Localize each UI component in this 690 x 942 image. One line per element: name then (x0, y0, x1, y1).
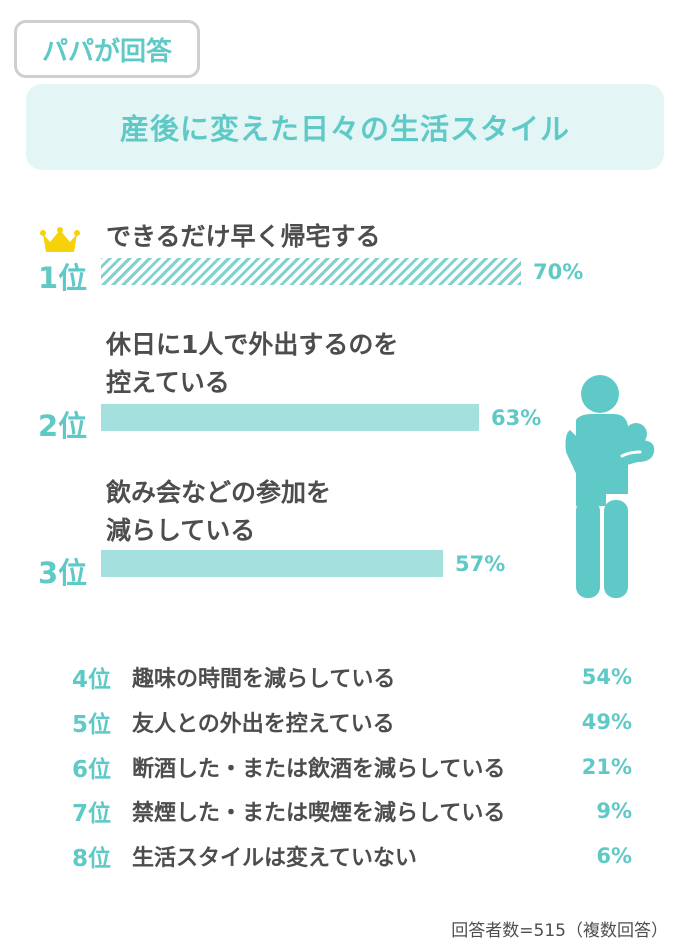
top2-label: 休日に1人で外出するのを 控えている (106, 326, 398, 402)
rank-row-rank: 4位 (72, 667, 112, 693)
rank-row: 8位 生活スタイルは変えていない 6% (72, 839, 632, 873)
title-banner: 産後に変えた日々の生活スタイル (26, 84, 664, 170)
top3-bar (101, 550, 443, 577)
top3-label-line-2: 減らしている (106, 516, 256, 545)
top2-value: 63% (491, 406, 542, 430)
rank-row: 7位 禁煙した・または喫煙を減らしている 9% (72, 794, 632, 828)
rank-row-rank: 5位 (72, 712, 112, 738)
top1-rank: 1位 (38, 261, 88, 295)
rank-row-label: 断酒した・または飲酒を減らしている (132, 757, 506, 782)
respondent-tag-label: パパが回答 (41, 36, 172, 67)
respondent-tag: パパが回答 (14, 20, 200, 78)
rank-row-value: 9% (596, 799, 632, 823)
rank-row-rank: 8位 (72, 846, 112, 872)
father-with-baby-icon (565, 375, 655, 598)
rank-row-label: 生活スタイルは変えていない (132, 846, 417, 871)
top1-label-line: できるだけ早く帰宅する (106, 222, 381, 251)
rank-row-value: 6% (596, 844, 632, 868)
respondent-count-note: 回答者数=515（複数回答） (451, 921, 668, 941)
top2-label-line-1: 休日に1人で外出するのを (106, 330, 399, 359)
chart-title: 産後に変えた日々の生活スタイル (119, 112, 570, 146)
rank-row: 5位 友人との外出を控えている 49% (72, 705, 632, 739)
rank-row: 4位 趣味の時間を減らしている 54% (72, 660, 632, 694)
top2-label-line-2: 控えている (106, 368, 230, 397)
rank-row-label: 禁煙した・または喫煙を減らしている (132, 801, 506, 826)
rank-row-label: 友人との外出を控えている (132, 712, 395, 737)
rank-row-rank: 7位 (72, 801, 112, 827)
top1-label: できるだけ早く帰宅する (106, 218, 381, 256)
top1-value: 70% (533, 260, 584, 284)
rank-row-label: 趣味の時間を減らしている (132, 667, 396, 692)
rank-row-value: 21% (581, 755, 632, 779)
crown-icon (40, 227, 80, 252)
top3-label: 飲み会などの参加を 減らしている (106, 474, 331, 550)
top3-rank: 3位 (38, 556, 88, 590)
rank-row: 6位 断酒した・または飲酒を減らしている 21% (72, 750, 632, 784)
rank-row-value: 49% (581, 710, 632, 734)
top3-value: 57% (455, 552, 506, 576)
top1-bar (101, 258, 521, 285)
rank-row-value: 54% (581, 665, 632, 689)
rank-row-rank: 6位 (72, 757, 112, 783)
top2-bar (101, 404, 479, 431)
top2-rank: 2位 (38, 409, 88, 443)
top3-label-line-1: 飲み会などの参加を (106, 478, 332, 507)
